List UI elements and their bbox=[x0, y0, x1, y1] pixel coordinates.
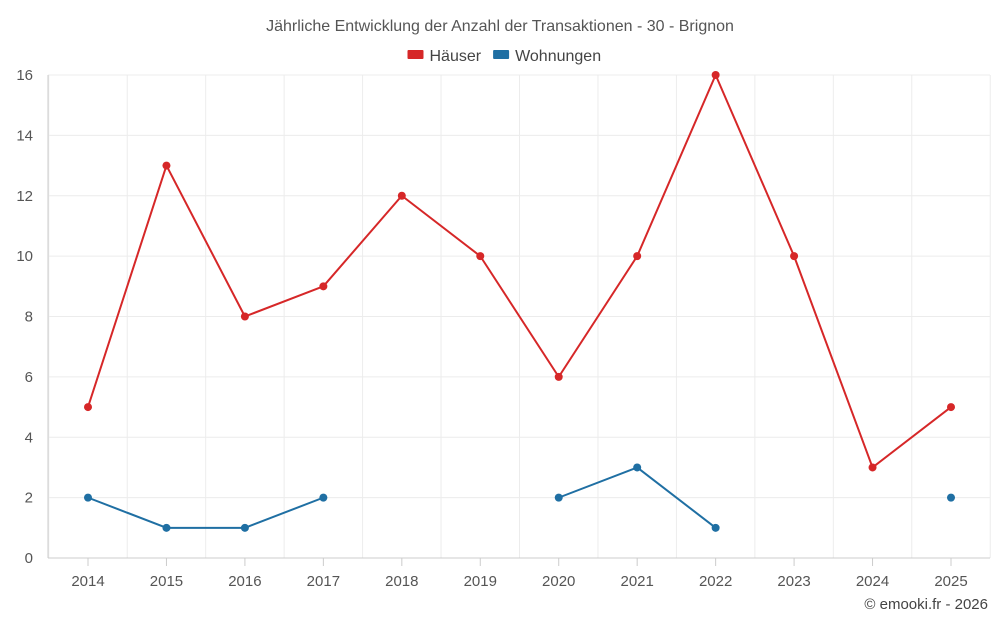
series-line bbox=[87, 74, 952, 469]
data-point[interactable] bbox=[790, 252, 799, 261]
data-point[interactable] bbox=[868, 463, 877, 472]
y-tick-label: 8 bbox=[25, 309, 33, 326]
data-point[interactable] bbox=[633, 252, 642, 261]
legend-item[interactable]: Wohnungen bbox=[493, 48, 601, 65]
data-point[interactable] bbox=[554, 372, 563, 381]
x-axis-ticks: 2014 2015 2016 2017 2018 2019 2020 2021 2022 2023… bbox=[71, 558, 968, 590]
series-group bbox=[84, 71, 955, 532]
y-tick-label: 12 bbox=[16, 188, 33, 205]
data-point[interactable] bbox=[633, 463, 642, 472]
data-point[interactable] bbox=[162, 161, 171, 170]
x-tick-label: 2018 bbox=[385, 573, 418, 590]
data-point[interactable] bbox=[711, 523, 720, 532]
data-point[interactable] bbox=[947, 493, 955, 502]
data-point[interactable] bbox=[711, 71, 720, 79]
chart-title: Jährliche Entwicklung der Anzahl der Tra… bbox=[266, 18, 734, 35]
data-point[interactable] bbox=[397, 191, 406, 200]
y-tick-label: 10 bbox=[16, 248, 33, 265]
data-point[interactable] bbox=[84, 493, 92, 502]
legend-swatch bbox=[407, 50, 424, 59]
series-wohnungen bbox=[84, 463, 955, 532]
data-point[interactable] bbox=[240, 523, 249, 532]
data-point[interactable] bbox=[947, 403, 955, 412]
series-haeuser bbox=[84, 71, 955, 472]
x-tick-label: 2022 bbox=[699, 573, 732, 590]
y-tick-label: 6 bbox=[25, 369, 33, 386]
x-tick-label: 2019 bbox=[464, 573, 497, 590]
data-point[interactable] bbox=[554, 493, 563, 502]
data-point[interactable] bbox=[84, 403, 92, 412]
data-point[interactable] bbox=[319, 493, 328, 502]
x-tick-label: 2015 bbox=[150, 573, 183, 590]
x-tick-label: 2021 bbox=[620, 573, 653, 590]
data-point[interactable] bbox=[162, 523, 171, 532]
legend-label: Wohnungen bbox=[515, 48, 601, 65]
y-tick-label: 16 bbox=[16, 67, 33, 84]
y-tick-label: 4 bbox=[25, 429, 33, 446]
legend-item[interactable]: Häuser bbox=[407, 48, 482, 65]
y-tick-label: 14 bbox=[16, 127, 33, 144]
y-tick-label: 0 bbox=[25, 550, 33, 567]
legend-label: Häuser bbox=[430, 48, 482, 65]
x-tick-label: 2016 bbox=[228, 573, 261, 590]
x-tick-label: 2017 bbox=[307, 573, 340, 590]
legend-swatch bbox=[493, 50, 510, 59]
y-tick-label: 2 bbox=[25, 490, 33, 507]
credit-text: © emooki.fr - 2026 bbox=[864, 596, 988, 613]
x-tick-label: 2020 bbox=[542, 573, 575, 590]
x-tick-label: 2023 bbox=[777, 573, 810, 590]
x-tick-label: 2025 bbox=[934, 573, 967, 590]
series-line bbox=[87, 496, 324, 529]
y-axis-ticks: 0 2 4 6 8 10 12 14 16 bbox=[16, 67, 33, 567]
data-point[interactable] bbox=[240, 312, 249, 321]
data-point[interactable] bbox=[319, 282, 328, 291]
x-tick-label: 2014 bbox=[71, 573, 104, 590]
legend[interactable]: Häuser Wohnungen bbox=[407, 48, 602, 65]
x-tick-label: 2024 bbox=[856, 573, 889, 590]
data-point[interactable] bbox=[476, 252, 485, 261]
